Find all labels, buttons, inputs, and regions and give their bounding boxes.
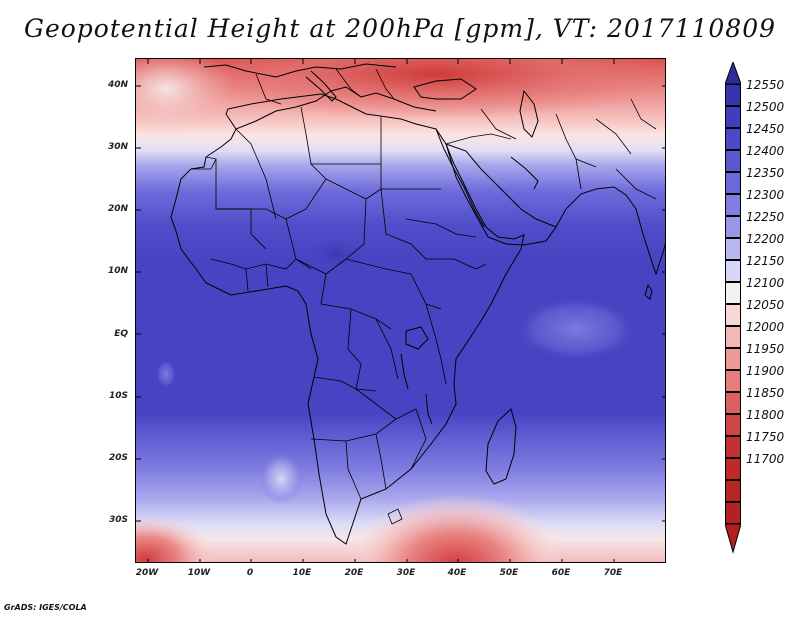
- colorbar-box-19: [725, 480, 741, 502]
- colorbar-label: 12050: [746, 298, 785, 312]
- colorbar-label: 12200: [746, 232, 785, 246]
- map-plot-area: [135, 58, 666, 563]
- footer-credit: GrADS: IGES/COLA: [4, 603, 87, 612]
- anomaly-indian-ocean: [516, 297, 636, 361]
- colorbar-box-7: [725, 216, 741, 238]
- colorbar-top-arrow: [725, 62, 741, 85]
- colorbar-box-16: [725, 414, 741, 436]
- colorbar-box-17: [725, 436, 741, 458]
- colorbar-label: 12350: [746, 166, 785, 180]
- lon-label-10w: 10W: [187, 568, 211, 578]
- colorbar-label: 11750: [746, 430, 785, 444]
- lon-label-50e: 50E: [499, 568, 519, 578]
- colorbar-label: 12500: [746, 100, 785, 114]
- colorbar-box-1: [725, 84, 741, 106]
- colorbar-box-10: [725, 282, 741, 304]
- colorbar-label: 12150: [746, 254, 785, 268]
- colorbar-label: 11950: [746, 342, 785, 356]
- lat-label-40n: 40N: [107, 80, 128, 90]
- lon-label-40e: 40E: [447, 568, 467, 578]
- colorbar-box-20: [725, 502, 741, 524]
- colorbar-label: 12250: [746, 210, 785, 224]
- colorbar-label: 12300: [746, 188, 785, 202]
- high-cell-south-west: [136, 514, 216, 562]
- colorbar-box-11: [725, 304, 741, 326]
- colorbar-box-4: [725, 150, 741, 172]
- lon-label-30e: 30E: [396, 568, 416, 578]
- lat-label-30s: 30S: [108, 515, 128, 525]
- grid-ticks: [136, 59, 665, 562]
- lat-label-10n: 10N: [107, 266, 128, 276]
- map-title: Geopotential Height at 200hPa [gpm], VT:…: [23, 14, 777, 43]
- colorbar-label: 11900: [746, 364, 785, 378]
- colorbar-box-15: [725, 392, 741, 414]
- colorbar-box-8: [725, 238, 741, 260]
- lat-label-10s: 10S: [108, 391, 128, 401]
- lon-label-70e: 70E: [603, 568, 623, 578]
- colorbar-label: 12000: [746, 320, 785, 334]
- lat-label-eq: EQ: [114, 329, 128, 339]
- lat-label-20s: 20S: [108, 453, 128, 463]
- colorbar-label: 12550: [746, 78, 785, 92]
- colorbar-label: 12100: [746, 276, 785, 290]
- map-canvas: [136, 59, 665, 562]
- colorbar-box-3: [725, 128, 741, 150]
- colorbar-box-5: [725, 172, 741, 194]
- lon-label-0: 0: [246, 568, 254, 578]
- colorbar-box-2: [725, 106, 741, 128]
- colorbar-box-18: [725, 458, 741, 480]
- lon-label-10e: 10E: [292, 568, 312, 578]
- colorbar-label: 11700: [746, 452, 785, 466]
- high-gradient-north: [176, 59, 665, 119]
- lon-label-60e: 60E: [551, 568, 571, 578]
- colorbar-box-6: [725, 194, 741, 216]
- lon-label-20w: 20W: [135, 568, 159, 578]
- country-borders: [191, 68, 657, 525]
- lon-label-20e: 20E: [344, 568, 364, 578]
- colorbar-label: 12400: [746, 144, 785, 158]
- colorbar-label: 12450: [746, 122, 785, 136]
- colorbar-label: 11850: [746, 386, 785, 400]
- high-cell-south-east: [346, 494, 566, 562]
- lat-label-20n: 20N: [107, 204, 128, 214]
- coastlines: [170, 63, 665, 545]
- colorbar-box-13: [725, 348, 741, 370]
- colorbar-label: 11800: [746, 408, 785, 422]
- colorbar-box-14: [725, 370, 741, 392]
- colorbar-bottom-arrow: [725, 524, 741, 554]
- lat-label-30n: 30N: [107, 142, 128, 152]
- colorbar-box-9: [725, 260, 741, 282]
- colorbar-box-12: [725, 326, 741, 348]
